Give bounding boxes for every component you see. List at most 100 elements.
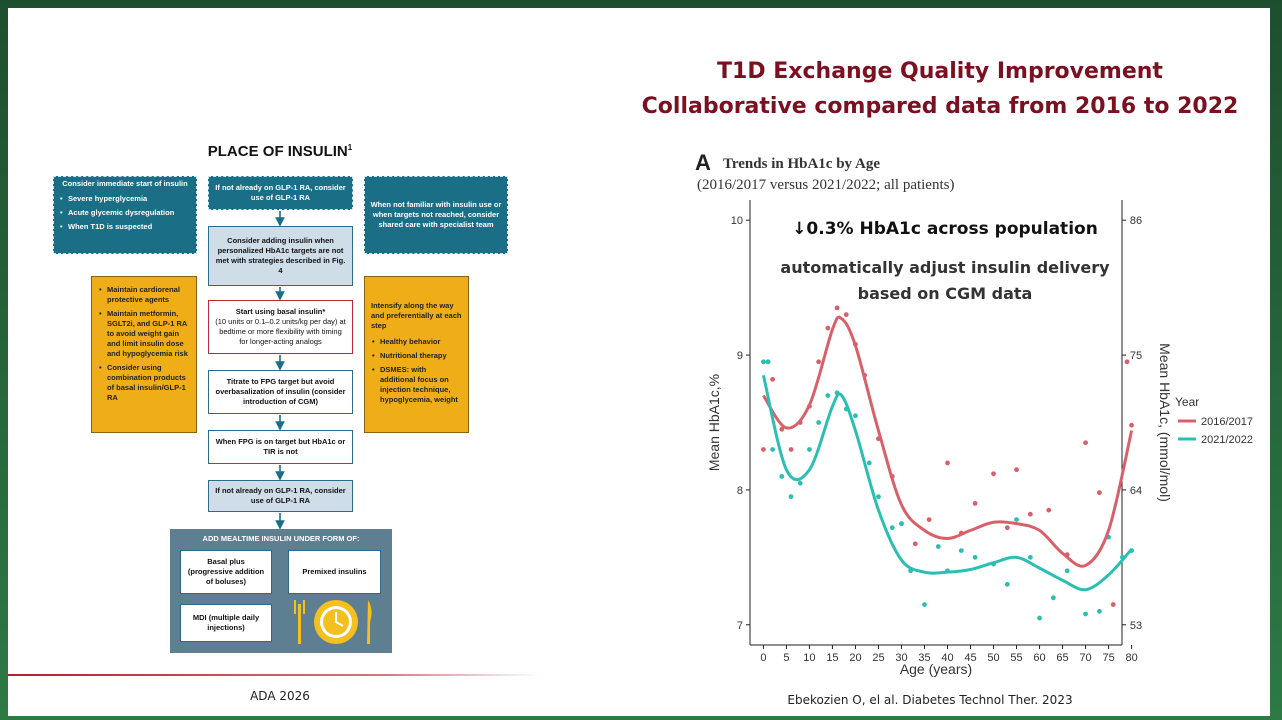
- trend-line: [762, 315, 1134, 568]
- basal-box: Start using basal insulin* (10 units or …: [208, 300, 353, 354]
- data-point: [866, 460, 872, 466]
- y2-axis-label: Mean HbA1c, (mmol/mol): [1157, 343, 1173, 502]
- x-tick-label: 65: [1056, 652, 1068, 664]
- data-point: [1014, 517, 1019, 522]
- titrate-box: Titrate to FPG target but avoid overbasa…: [208, 370, 353, 414]
- y2-tick-label: 53: [1130, 620, 1142, 632]
- option-box: Basal plus (progressive addition of bolu…: [180, 550, 272, 594]
- x-tick-label: 30: [895, 652, 907, 664]
- data-point: [1027, 511, 1033, 517]
- data-point: [1083, 440, 1088, 446]
- data-point: [1037, 615, 1042, 621]
- x-tick-label: 25: [872, 652, 884, 664]
- meal-icon: [294, 600, 372, 644]
- consider-box: Consider adding insulin when personalize…: [208, 226, 353, 286]
- legend-label: 2016/2017: [1201, 416, 1253, 428]
- data-point: [899, 521, 904, 527]
- bullet: DSMES: with additional focus on injectio…: [371, 365, 462, 405]
- data-point: [958, 548, 964, 554]
- data-point: [807, 447, 812, 452]
- panel-label: A: [695, 150, 711, 175]
- data-point: [945, 460, 950, 466]
- y-tick-label: 8: [737, 485, 743, 497]
- data-point: [765, 359, 771, 365]
- legend-title: Year: [1175, 395, 1199, 409]
- source-note: ADA 2026: [250, 689, 310, 703]
- data-point: [797, 480, 803, 486]
- chart-subtitle: (2016/2017 versus 2021/2022; all patient…: [697, 177, 954, 193]
- data-point: [912, 541, 918, 547]
- x-tick-label: 10: [803, 652, 815, 664]
- data-point: [1110, 602, 1116, 607]
- glp1-box: If not already on GLP-1 RA, consider use…: [208, 176, 353, 210]
- fpg-box: When FPG is on target but HbA1c or TIR i…: [208, 430, 353, 464]
- data-point: [1096, 490, 1102, 496]
- x-tick-label: 5: [783, 652, 789, 664]
- data-point: [935, 544, 941, 549]
- bullet: Acute glycemic dysregulation: [59, 208, 191, 218]
- option-box: Premixed insulins: [288, 550, 381, 594]
- chart-title: Trends in HbA1c by Age: [723, 156, 880, 172]
- data-point: [922, 602, 927, 607]
- trend-line: [761, 374, 1133, 592]
- data-point: [770, 376, 776, 382]
- data-point: [761, 447, 766, 452]
- y-axis-label: Mean HbA1c,%: [706, 374, 722, 471]
- data-point: [853, 413, 858, 419]
- data-point: [972, 501, 978, 506]
- data-point: [1014, 467, 1019, 473]
- data-point: [972, 554, 978, 560]
- x-tick-label: 45: [964, 652, 976, 664]
- data-point: [788, 494, 794, 500]
- data-point: [816, 420, 822, 425]
- data-point: [825, 325, 831, 331]
- x-tick-label: 70: [1079, 652, 1091, 664]
- data-point: [779, 474, 785, 479]
- y2-tick-label: 86: [1130, 215, 1142, 227]
- data-point: [788, 447, 794, 452]
- box-text: (10 units or 0.1–0.2 units/kg per day) a…: [215, 317, 346, 346]
- data-point: [834, 305, 840, 311]
- y2-tick-label: 75: [1130, 350, 1142, 362]
- x-tick-label: 75: [1102, 652, 1114, 664]
- divider-line: [8, 674, 543, 676]
- x-tick-label: 50: [987, 652, 999, 664]
- box-heading: Intensify along the way and preferential…: [371, 301, 462, 330]
- data-point: [825, 393, 831, 398]
- data-point: [1096, 608, 1102, 614]
- bullet: Nutritional therapy: [371, 351, 462, 361]
- glp1-box: If not already on GLP-1 RA, consider use…: [208, 480, 353, 512]
- data-point: [1083, 611, 1088, 617]
- data-point: [889, 525, 895, 531]
- annotation: ↓0.3% HbA1c across population: [792, 219, 1098, 239]
- data-point: [770, 447, 776, 452]
- data-point: [1046, 507, 1052, 513]
- data-point: [876, 494, 881, 500]
- data-point: [1004, 581, 1010, 587]
- specialist-box: When not familiar with insulin use or wh…: [364, 176, 508, 254]
- bullet: Consider using combination products of b…: [98, 363, 190, 403]
- data-point: [779, 426, 785, 432]
- x-tick-label: 40: [941, 652, 953, 664]
- bullet: Maintain metformin, SGLT2i, and GLP-1 RA…: [98, 309, 190, 359]
- legend-label: 2021/2022: [1201, 434, 1253, 446]
- slide-title: T1D Exchange Quality Improvement Collabo…: [641, 59, 1239, 119]
- x-axis-label: Age (years): [900, 661, 972, 677]
- maintain-box: Maintain cardiorenal protective agents M…: [91, 276, 197, 433]
- data-point: [816, 359, 822, 365]
- flowchart-title: PLACE OF INSULIN1: [180, 143, 380, 160]
- immediate-box: Consider immediate start of insulin Seve…: [53, 176, 197, 254]
- data-point: [761, 359, 766, 365]
- bullet: Healthy behavior: [371, 337, 462, 347]
- title-ref: 1: [347, 143, 353, 152]
- source-note: Ebekozien O, el al. Diabetes Technol The…: [787, 693, 1073, 707]
- y-tick-label: 10: [731, 215, 743, 227]
- title-text: PLACE OF INSULIN: [207, 143, 348, 160]
- x-tick-label: 0: [760, 652, 766, 664]
- x-tick-label: 35: [918, 652, 930, 664]
- x-tick-label: 55: [1010, 652, 1022, 664]
- data-point: [1064, 568, 1070, 574]
- x-tick-label: 60: [1033, 652, 1045, 664]
